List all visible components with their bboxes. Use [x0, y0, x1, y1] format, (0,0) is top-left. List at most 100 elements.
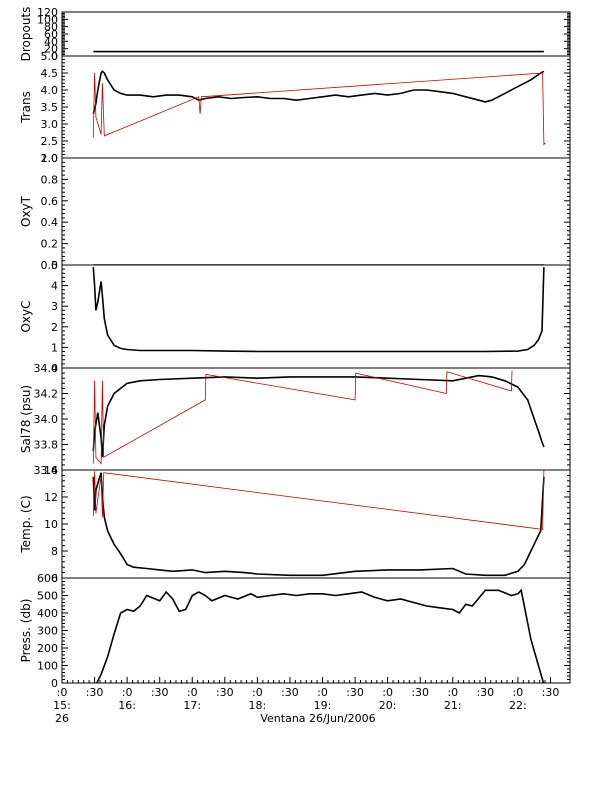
- series-line-4-1: [92, 370, 513, 465]
- y-tick-label: 100: [37, 660, 58, 673]
- y-axis-label: Temp. (C): [19, 495, 33, 553]
- x-tick-label: :0: [57, 686, 68, 699]
- y-tick-label: 20: [44, 43, 58, 56]
- y-tick-label: 34.4: [34, 362, 59, 375]
- x-tick-sublabel: 19:: [314, 699, 332, 712]
- y-tick-label: 0.8: [41, 173, 59, 186]
- y-tick-label: 0.4: [41, 216, 59, 229]
- y-tick-label: 40: [44, 35, 58, 48]
- y-tick-label: 4.5: [41, 67, 59, 80]
- y-tick-label: 4.0: [41, 84, 59, 97]
- x-tick-sublabel: 17:: [183, 699, 201, 712]
- y-tick-label: 2: [51, 321, 58, 334]
- x-tick-sublabel: 22:: [509, 699, 527, 712]
- series-line-4-0: [92, 374, 545, 458]
- x-tick-label: :0: [447, 686, 458, 699]
- x-tick-label: :0: [187, 686, 198, 699]
- panel-frame: [61, 264, 571, 369]
- y-tick-label: 34.2: [34, 388, 59, 401]
- y-tick-label: 400: [37, 607, 58, 620]
- series-line-6-0: [95, 588, 545, 683]
- x-tick-label: :0: [382, 686, 393, 699]
- panel-3: 0 1 2 3 4 5 OxyC: [19, 259, 571, 375]
- y-tick-label: 0: [51, 50, 58, 63]
- y-tick-label: 3: [51, 300, 58, 313]
- panel-frame: [61, 11, 571, 57]
- y-tick-label: 12: [44, 491, 58, 504]
- y-axis-label: OxyC: [19, 300, 33, 332]
- panel-6: 0 100 200 300 400 500 600 Press. (db): [19, 572, 571, 690]
- series-line-3-0: [92, 267, 545, 353]
- x-tick-sublabel: 21:: [444, 699, 462, 712]
- y-tick-label: 4: [51, 280, 58, 293]
- x-tick-label: :0: [252, 686, 263, 699]
- y-tick-label: 100: [37, 13, 58, 26]
- panel-2: 0.0 0.2 0.4 0.6 0.8 1.0 OxyT: [19, 152, 571, 272]
- x-tick-label: :30: [86, 686, 104, 699]
- panel-1: 2.0 2.5 3.0 3.5 4.0 4.5 5.0 Trans: [19, 50, 571, 165]
- y-tick-label: 0.6: [41, 195, 59, 208]
- y-tick-label: 5: [51, 259, 58, 272]
- y-tick-label: 34.0: [34, 413, 59, 426]
- y-tick-label: 33.8: [34, 439, 59, 452]
- y-tick-label: 60: [44, 28, 58, 41]
- x-tick-label: :30: [411, 686, 429, 699]
- y-tick-label: 0.2: [41, 238, 59, 251]
- panel-frame: [61, 55, 571, 159]
- panel-frame: [61, 469, 571, 579]
- series-line-1-0: [92, 70, 545, 114]
- y-axis-label: OxyT: [19, 195, 33, 227]
- x-tick-label: :30: [216, 686, 234, 699]
- x-tick-label: :0: [317, 686, 328, 699]
- x-tick-label: :30: [346, 686, 364, 699]
- y-tick-label: 0: [51, 362, 58, 375]
- series-line-1-1: [92, 72, 546, 146]
- y-tick-label: 1.0: [41, 152, 59, 165]
- x-tick-sublabel: 18:: [249, 699, 267, 712]
- shared-x-axis: :015:26:30:016::30:017::30:018::30:019::…: [53, 677, 559, 725]
- x-axis-label: Ventana 26/Jun/2006: [260, 712, 375, 725]
- x-tick-sublabel: 16:: [118, 699, 136, 712]
- series-line-5-0: [92, 472, 545, 577]
- x-tick-label: :0: [122, 686, 133, 699]
- y-axis-label: Press. (db): [19, 599, 33, 663]
- y-tick-label: 8: [51, 545, 58, 558]
- x-tick-sublabel: 20:: [379, 699, 397, 712]
- y-tick-label: 300: [37, 625, 58, 638]
- x-tick-sublabel: 15:: [53, 699, 71, 712]
- y-axis-label: Trans: [19, 91, 33, 124]
- y-tick-label: 6: [51, 572, 58, 585]
- y-tick-label: 2.5: [41, 135, 59, 148]
- panel-frame: [61, 367, 571, 471]
- y-tick-label: 200: [37, 642, 58, 655]
- y-tick-label: 1: [51, 341, 58, 354]
- y-tick-label: 500: [37, 590, 58, 603]
- y-tick-label: 0: [51, 677, 58, 690]
- x-tick-label: :30: [151, 686, 169, 699]
- x-tick-label: :30: [281, 686, 299, 699]
- panels-group: 020406080100120Dropouts2.02.53.03.54.04.…: [19, 6, 571, 690]
- y-tick-label: 2.0: [41, 152, 59, 165]
- panel-frame: [61, 157, 571, 266]
- y-tick-label: 3.0: [41, 118, 59, 131]
- x-tick-label: :30: [542, 686, 560, 699]
- y-tick-label: 80: [44, 21, 58, 34]
- x-tick-sublabel: 26: [55, 712, 69, 725]
- x-tick-label: :30: [476, 686, 494, 699]
- y-tick-label: 0.0: [41, 259, 59, 272]
- y-tick-label: 120: [37, 6, 58, 19]
- y-tick-label: 600: [37, 572, 58, 585]
- y-axis-label: Dropouts: [19, 7, 33, 62]
- y-tick-label: 3.5: [41, 101, 59, 114]
- y-tick-label: 14: [44, 464, 58, 477]
- panel-5: 6 8 10 12 14 Temp. (C): [19, 464, 571, 585]
- x-tick-label: :0: [513, 686, 524, 699]
- series-line-5-1: [92, 470, 545, 530]
- y-tick-label: 33.6: [34, 464, 59, 477]
- y-tick-label: 10: [44, 518, 58, 531]
- y-tick-label: 5.0: [41, 50, 59, 63]
- y-axis-label: Sal78 (psu): [19, 385, 33, 453]
